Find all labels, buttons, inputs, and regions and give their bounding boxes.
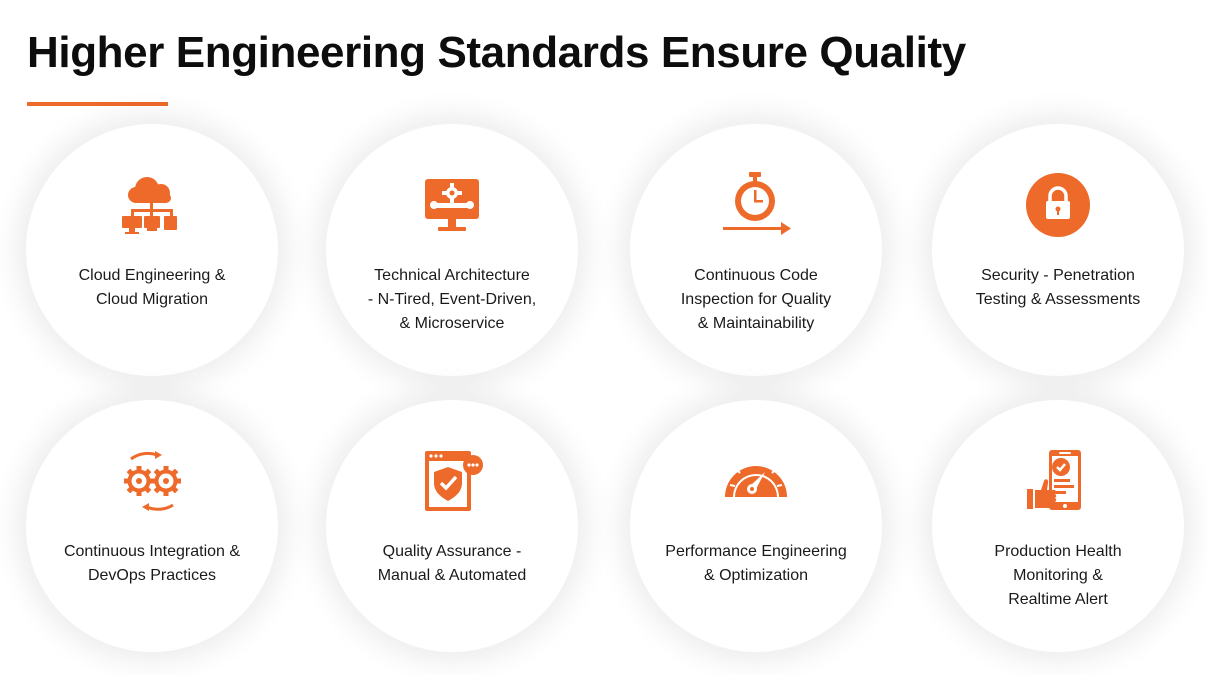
phone-health-check-icon bbox=[1023, 445, 1093, 515]
card-security: Security - Penetration Testing & Assessm… bbox=[932, 124, 1184, 376]
card-continuous-integration: Continuous Integration & DevOps Practice… bbox=[26, 400, 278, 652]
cloud-network-icon bbox=[117, 169, 187, 239]
card-label: Continuous Code Inspection for Quality &… bbox=[680, 267, 832, 332]
monitor-gear-tools-icon bbox=[417, 169, 487, 239]
title-underline bbox=[27, 102, 168, 106]
gears-cycle-icon bbox=[117, 445, 187, 515]
shield-check-window-icon bbox=[417, 445, 487, 515]
padlock-icon bbox=[1023, 169, 1093, 239]
card-label: Technical Architecture - N-Tired, Event-… bbox=[367, 267, 537, 332]
card-label: Security - Penetration Testing & Assessm… bbox=[975, 267, 1141, 308]
card-production-health: Production Health Monitoring & Realtime … bbox=[932, 400, 1184, 652]
speedometer-icon bbox=[721, 445, 791, 515]
card-label: Continuous Integration & DevOps Practice… bbox=[63, 543, 241, 584]
card-continuous-code-inspection: Continuous Code Inspection for Quality &… bbox=[630, 124, 882, 376]
card-quality-assurance: Quality Assurance - Manual & Automated bbox=[326, 400, 578, 652]
card-performance-engineering: Performance Engineering & Optimization bbox=[630, 400, 882, 652]
card-label: Production Health Monitoring & Realtime … bbox=[994, 543, 1122, 608]
card-technical-architecture: Technical Architecture - N-Tired, Event-… bbox=[326, 124, 578, 376]
card-label: Quality Assurance - Manual & Automated bbox=[377, 543, 527, 584]
card-label: Cloud Engineering & Cloud Migration bbox=[78, 267, 226, 308]
card-cloud-engineering: Cloud Engineering & Cloud Migration bbox=[26, 124, 278, 376]
page-title: Higher Engineering Standards Ensure Qual… bbox=[27, 28, 966, 77]
stopwatch-arrow-icon bbox=[721, 169, 791, 239]
card-label: Performance Engineering & Optimization bbox=[665, 543, 847, 584]
